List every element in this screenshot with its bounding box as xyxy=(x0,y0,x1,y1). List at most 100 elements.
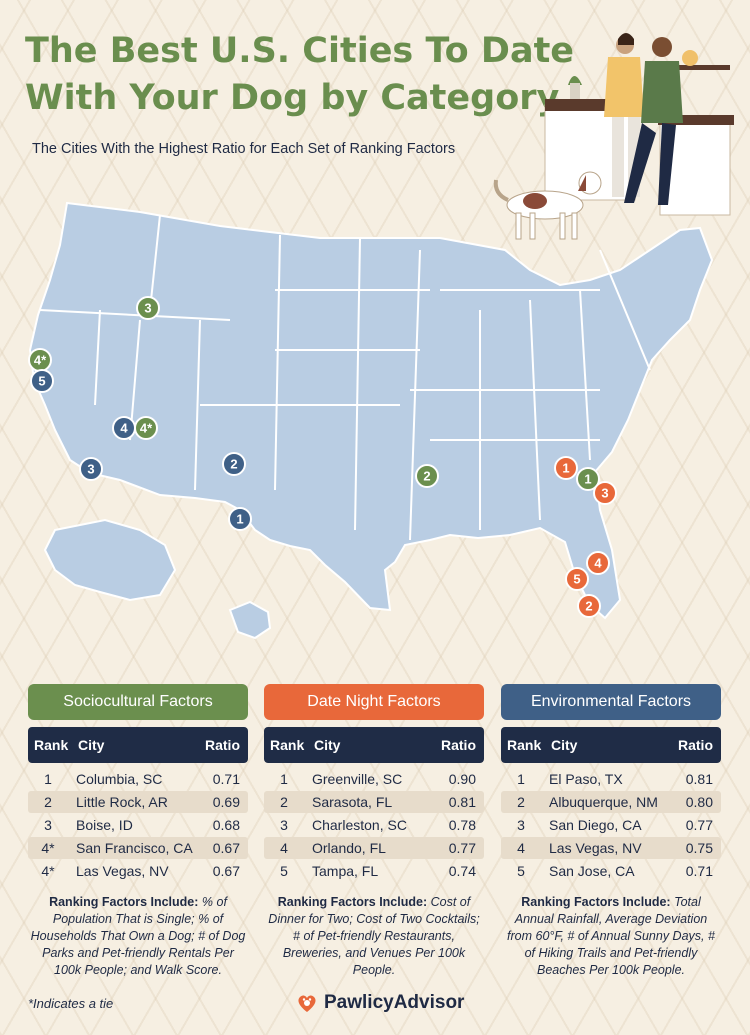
row-rank: 1 xyxy=(44,771,52,787)
woman-hair xyxy=(618,33,634,45)
table-row: 1 Greenville, SC 0.90 xyxy=(264,768,484,790)
row-ratio: 0.69 xyxy=(212,794,240,810)
map-marker-circle xyxy=(565,567,589,591)
map-marker-circle xyxy=(593,481,617,505)
row-city: Columbia, SC xyxy=(76,771,163,787)
row-ratio: 0.71 xyxy=(212,771,240,787)
man-head xyxy=(652,37,672,57)
table-row: 4* San Francisco, CA 0.67 xyxy=(28,837,248,859)
table-row: 3 Charleston, SC 0.78 xyxy=(264,814,484,836)
row-city: Sarasota, FL xyxy=(312,794,393,810)
row-ratio: 0.74 xyxy=(448,863,476,879)
row-ratio: 0.77 xyxy=(685,817,713,833)
header-rank: Rank xyxy=(507,737,542,753)
panel-date-night: Date Night Factors Rank City Ratio 1 Gree… xyxy=(264,684,484,979)
map-marker-label: 3 xyxy=(87,462,94,477)
map-marker-circle xyxy=(415,464,439,488)
brand-name: PawlicyAdvisor xyxy=(324,992,465,1013)
map-marker-environmental: 4 xyxy=(112,416,136,440)
row-rank: 1 xyxy=(280,771,288,787)
table-row: 5 Tampa, FL 0.74 xyxy=(264,860,484,882)
table-row: 2 Sarasota, FL 0.81 xyxy=(264,791,484,813)
dog-leg-1 xyxy=(515,212,522,240)
us-mainland-shape xyxy=(28,201,714,620)
table-header: Rank City Ratio xyxy=(264,727,484,763)
map-marker-circle xyxy=(79,457,103,481)
table-row: 4* Las Vegas, NV 0.67 xyxy=(28,860,248,882)
subtitle: The Cities With the Highest Ratio for Ea… xyxy=(32,141,456,157)
table-rows: 1 Columbia, SC 0.71 2 Little Rock, AR 0.69 3… xyxy=(28,768,248,882)
row-rank: 4 xyxy=(517,840,525,856)
ranking-factors-note: Ranking Factors Include: % of Population… xyxy=(28,894,248,979)
map-marker-label: 1 xyxy=(562,461,569,476)
row-city: Las Vegas, NV xyxy=(76,863,169,879)
dog-leg-3 xyxy=(559,212,566,240)
row-ratio: 0.80 xyxy=(685,794,713,810)
row-city: Little Rock, AR xyxy=(76,794,168,810)
panel-sociocultural: Sociocultural Factors Rank City Ratio 1 C… xyxy=(28,684,248,979)
table-header: Rank City Ratio xyxy=(28,727,248,763)
tie-footnote: *Indicates a tie xyxy=(28,996,114,1011)
ranking-factors-note: Ranking Factors Include: Cost of Dinner … xyxy=(264,894,484,979)
row-ratio: 0.67 xyxy=(212,840,240,856)
map-marker-circle xyxy=(554,456,578,480)
notes-text: Cost of Dinner for Two; Cost of Two Cock… xyxy=(268,895,480,977)
header-rank: Rank xyxy=(34,737,69,753)
map-marker-circle xyxy=(222,452,246,476)
row-city: Las Vegas, NV xyxy=(549,840,642,856)
row-rank: 2 xyxy=(44,794,52,810)
map-marker-circle xyxy=(576,467,600,491)
page-title: The Best U.S. Cities To Date With Your D… xyxy=(25,28,575,122)
header-ratio: Ratio xyxy=(678,737,713,753)
map-marker-label: 5 xyxy=(38,374,45,389)
row-ratio: 0.78 xyxy=(448,817,476,833)
row-rank: 5 xyxy=(280,863,288,879)
shelf xyxy=(670,65,730,70)
map-marker-circle xyxy=(577,594,601,618)
hawaii-shape xyxy=(228,600,272,640)
map-marker-label: 2 xyxy=(423,469,430,484)
title-line-1: The Best U.S. Cities To Date xyxy=(25,31,575,71)
category-title-date-night: Date Night Factors xyxy=(264,684,484,720)
row-rank: 3 xyxy=(517,817,525,833)
dog-spot xyxy=(523,193,547,209)
row-city: San Jose, CA xyxy=(549,863,635,879)
table-row: 5 San Jose, CA 0.71 xyxy=(501,860,721,882)
map-marker-circle xyxy=(134,416,158,440)
row-rank: 1 xyxy=(517,771,525,787)
map-marker-environmental: 5 xyxy=(30,369,54,393)
dog-leg-4 xyxy=(571,212,578,240)
notes-text: % of Population That is Single; % of Hou… xyxy=(30,895,246,977)
brand-logo[interactable]: PawlicyAdvisor xyxy=(296,992,464,1014)
notes-label: Ranking Factors Include: xyxy=(49,895,199,909)
header-rank: Rank xyxy=(270,737,305,753)
state-borders xyxy=(39,214,651,541)
notes-text: Total Annual Rainfall, Average Deviation… xyxy=(507,895,715,977)
row-ratio: 0.81 xyxy=(685,771,713,787)
map-marker-label: 5 xyxy=(573,572,580,587)
woman-legs-left xyxy=(612,117,624,197)
header-ratio: Ratio xyxy=(205,737,240,753)
map-marker-sociocultural: 3 xyxy=(136,296,160,320)
man-leg-left xyxy=(624,123,656,203)
map-marker-label: 2 xyxy=(585,599,592,614)
row-rank: 4* xyxy=(41,840,55,856)
man-jacket xyxy=(641,61,683,123)
map-marker-label: 3 xyxy=(601,486,608,501)
row-city: San Diego, CA xyxy=(549,817,642,833)
map-marker-circle xyxy=(30,369,54,393)
map-marker-label: 4* xyxy=(34,353,47,368)
row-ratio: 0.71 xyxy=(685,863,713,879)
table-rows: 1 Greenville, SC 0.90 2 Sarasota, FL 0.81 3 C… xyxy=(264,768,484,882)
dog-ear xyxy=(578,175,586,191)
table-row: 4 Orlando, FL 0.77 xyxy=(264,837,484,859)
alaska-shape xyxy=(43,518,177,602)
map-marker-sociocultural: 4* xyxy=(134,416,158,440)
header-ratio: Ratio xyxy=(441,737,476,753)
fruit-bowl-icon xyxy=(682,50,698,66)
row-ratio: 0.75 xyxy=(685,840,713,856)
row-ratio: 0.90 xyxy=(448,771,476,787)
row-city: Boise, ID xyxy=(76,817,133,833)
table-row: 4 Las Vegas, NV 0.75 xyxy=(501,837,721,859)
map-marker-environmental: 3 xyxy=(79,457,103,481)
